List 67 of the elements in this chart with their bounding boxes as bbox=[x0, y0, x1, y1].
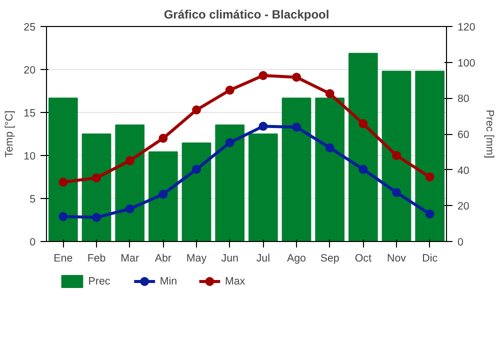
bar bbox=[115, 124, 144, 242]
point bbox=[258, 122, 268, 131]
x-tick-label: Jul bbox=[256, 252, 270, 264]
bar bbox=[148, 151, 178, 242]
x-tick-label: Sep bbox=[320, 252, 340, 264]
point bbox=[292, 122, 301, 132]
legend-label: Min bbox=[160, 276, 178, 288]
point bbox=[58, 178, 68, 187]
point bbox=[158, 134, 168, 143]
y2-axis-title: Prec [mm] bbox=[483, 110, 496, 158]
point bbox=[425, 172, 434, 182]
bar bbox=[415, 70, 444, 242]
point bbox=[125, 204, 134, 214]
point bbox=[92, 173, 101, 182]
point bbox=[392, 151, 401, 160]
x-tick-label: Abr bbox=[154, 252, 172, 264]
point bbox=[125, 156, 134, 166]
y-tick-label: 25 bbox=[24, 22, 36, 34]
bar bbox=[282, 98, 312, 242]
point bbox=[192, 105, 201, 114]
point bbox=[192, 164, 201, 174]
point bbox=[225, 138, 234, 148]
y-tick-label: 5 bbox=[30, 194, 36, 206]
bar bbox=[315, 98, 344, 242]
x-tick-label: Jun bbox=[221, 252, 238, 264]
x-tick-label: Dic bbox=[422, 252, 438, 264]
bar bbox=[182, 142, 212, 242]
x-tick-label: Feb bbox=[87, 252, 106, 264]
bar bbox=[215, 124, 244, 242]
bar bbox=[82, 134, 112, 242]
y2-tick-label: 0 bbox=[458, 236, 464, 248]
y2-tick-label: 80 bbox=[458, 93, 470, 106]
x-tick-label: Oct bbox=[354, 252, 372, 264]
point bbox=[358, 164, 368, 174]
point bbox=[325, 89, 334, 98]
legend-label: Prec bbox=[88, 276, 111, 288]
legend-label: Max bbox=[224, 276, 246, 288]
y2-tick-label: 60 bbox=[458, 129, 470, 141]
point bbox=[158, 190, 168, 199]
y-tick-label: 20 bbox=[24, 64, 36, 76]
point bbox=[425, 209, 434, 218]
y-tick-label: 0 bbox=[30, 236, 36, 248]
point bbox=[358, 119, 368, 128]
y-tick-label: 10 bbox=[24, 150, 36, 162]
bar bbox=[348, 52, 378, 242]
chart-title: Gráfico climático - Blackpool bbox=[164, 8, 330, 22]
y2-tick-label: 120 bbox=[458, 22, 476, 34]
point bbox=[58, 212, 68, 222]
y-axis-title: Temp [°C] bbox=[4, 110, 16, 158]
point bbox=[392, 188, 401, 197]
point bbox=[92, 212, 101, 222]
x-tick-label: Ago bbox=[287, 252, 306, 264]
x-tick-label: Nov bbox=[387, 252, 407, 264]
x-tick-label: May bbox=[186, 252, 208, 264]
point bbox=[258, 71, 268, 80]
y2-tick-label: 40 bbox=[458, 164, 470, 177]
y2-tick-label: 20 bbox=[458, 200, 470, 213]
y-tick-label: 15 bbox=[24, 108, 36, 120]
point bbox=[292, 72, 301, 82]
x-tick-label: Mar bbox=[120, 252, 140, 264]
bar bbox=[248, 134, 278, 242]
y2-tick-label: 100 bbox=[458, 57, 476, 70]
point bbox=[225, 86, 234, 95]
point bbox=[325, 143, 334, 152]
x-tick-label: Ene bbox=[54, 252, 73, 264]
bar bbox=[48, 98, 78, 242]
bar bbox=[382, 70, 412, 242]
